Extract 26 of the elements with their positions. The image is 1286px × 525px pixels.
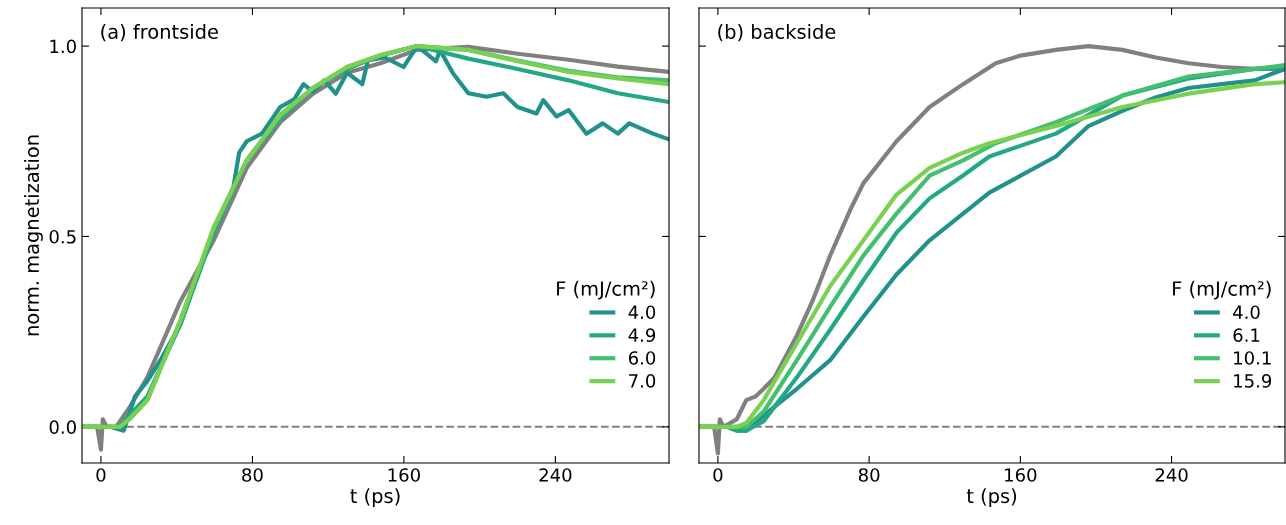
y-tick-label: 0.5 xyxy=(49,229,76,244)
x-tick-label: 160 xyxy=(388,468,420,482)
x-axis-title: t (ps) xyxy=(350,488,400,507)
legend-label: 4.0 xyxy=(1233,305,1260,320)
x-tick-label: 0 xyxy=(96,468,106,482)
text: (a) frontside xyxy=(101,23,218,42)
legend-label: 6.1 xyxy=(1233,328,1260,342)
x-tick-label: 0 xyxy=(713,468,723,482)
legend-label: 10.1 xyxy=(1234,351,1271,365)
legend-label: 4.9 xyxy=(628,328,656,342)
x-tick-label: 80 xyxy=(242,468,263,482)
x-axis-title: t (ps) xyxy=(966,488,1017,507)
legend-label: 6.0 xyxy=(628,351,656,365)
y-tick-label: 1.0 xyxy=(50,39,76,54)
text: (b) backside xyxy=(718,23,836,42)
legend-label: 15.9 xyxy=(1234,374,1272,388)
y-tick-label: 0.0 xyxy=(49,420,76,434)
x-tick-label: 240 xyxy=(1155,468,1188,482)
legend-title: F (mJ/cm²) xyxy=(1173,280,1271,300)
y-axis-title: norm. magnetization xyxy=(24,135,43,336)
x-tick-label: 80 xyxy=(858,468,880,482)
legend-label: 7.0 xyxy=(629,374,656,388)
x-tick-label: 160 xyxy=(1005,468,1037,482)
x-tick-label: 240 xyxy=(539,468,572,482)
legend-label: 4.0 xyxy=(628,305,656,320)
legend-title: F (mJ/cm²) xyxy=(557,280,655,300)
